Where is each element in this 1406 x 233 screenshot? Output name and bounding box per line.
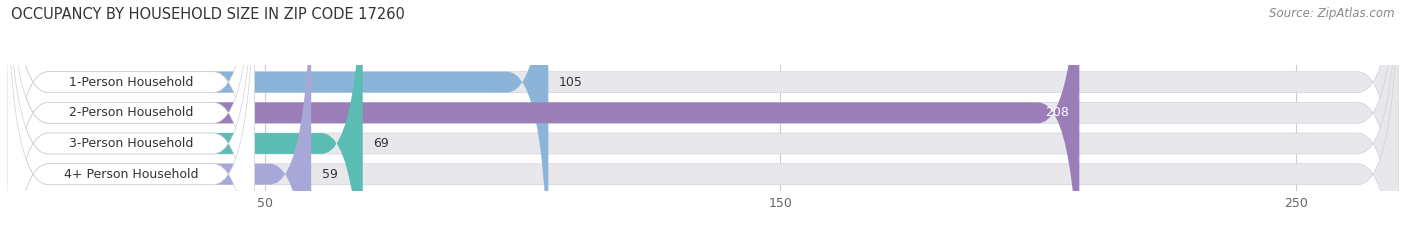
Text: 105: 105 [558, 76, 582, 89]
Text: 208: 208 [1045, 106, 1069, 119]
Text: 1-Person Household: 1-Person Household [69, 76, 193, 89]
FancyBboxPatch shape [7, 0, 1399, 233]
FancyBboxPatch shape [7, 0, 1399, 233]
FancyBboxPatch shape [7, 0, 254, 233]
Text: 69: 69 [373, 137, 389, 150]
FancyBboxPatch shape [7, 0, 254, 233]
FancyBboxPatch shape [7, 0, 254, 233]
FancyBboxPatch shape [7, 0, 363, 233]
FancyBboxPatch shape [7, 0, 311, 233]
FancyBboxPatch shape [7, 0, 1399, 233]
FancyBboxPatch shape [7, 0, 1399, 233]
Text: 2-Person Household: 2-Person Household [69, 106, 193, 119]
Text: 59: 59 [322, 168, 337, 181]
Text: 3-Person Household: 3-Person Household [69, 137, 193, 150]
FancyBboxPatch shape [7, 0, 548, 233]
Text: OCCUPANCY BY HOUSEHOLD SIZE IN ZIP CODE 17260: OCCUPANCY BY HOUSEHOLD SIZE IN ZIP CODE … [11, 7, 405, 22]
FancyBboxPatch shape [7, 0, 1080, 233]
Text: Source: ZipAtlas.com: Source: ZipAtlas.com [1270, 7, 1395, 20]
Text: 4+ Person Household: 4+ Person Household [63, 168, 198, 181]
FancyBboxPatch shape [7, 0, 254, 233]
